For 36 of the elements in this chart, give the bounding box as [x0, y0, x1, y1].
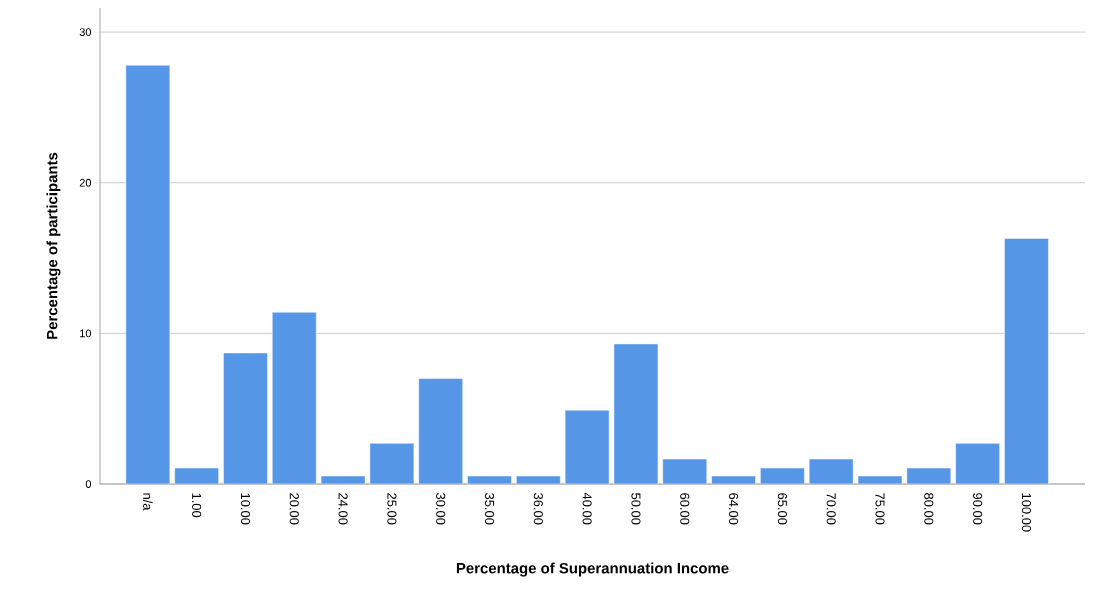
- x-tick-label: 50.00: [631, 493, 641, 525]
- y-tick-label: 30: [79, 28, 92, 36]
- bar: [613, 343, 659, 484]
- y-tick-label: 0: [85, 480, 92, 488]
- x-tick-label: 60.00: [680, 493, 690, 525]
- bar: [418, 378, 463, 484]
- x-tick-label: 36.00: [533, 493, 543, 525]
- x-tick-label: 20.00: [289, 493, 299, 525]
- y-tick-label: 20: [79, 178, 92, 187]
- x-tick-label: 100.00: [1021, 493, 1032, 532]
- x-tick-label: 1.00: [192, 493, 202, 518]
- x-tick-label: 30.00: [436, 493, 446, 525]
- x-tick-label: 35.00: [484, 493, 495, 525]
- x-tick-label: 64.00: [728, 493, 739, 525]
- x-tick-label: n/a: [143, 493, 153, 511]
- bar: [369, 443, 415, 484]
- bar: [662, 458, 708, 484]
- x-tick-label: 24.00: [338, 493, 348, 525]
- bar: [955, 443, 1000, 484]
- x-tick-label: 80.00: [924, 493, 934, 525]
- bar: [272, 312, 317, 484]
- x-axis-title: Percentage of Superannuation Income: [456, 562, 729, 577]
- x-tick-label: 25.00: [387, 493, 397, 525]
- bar: [125, 64, 171, 484]
- y-axis-title: Percentage of participants: [46, 152, 61, 339]
- bar: [223, 352, 268, 484]
- x-tick-label: 90.00: [973, 493, 983, 525]
- bar: [564, 409, 610, 484]
- y-tick-label: 10: [80, 329, 92, 338]
- x-tick-label: 75.00: [875, 493, 885, 525]
- x-tick-label: 40.00: [582, 492, 592, 525]
- bar: [1004, 238, 1049, 484]
- bar: [808, 458, 854, 484]
- x-tick-label: 70.00: [826, 493, 836, 525]
- x-tick-label: 65.00: [777, 493, 787, 525]
- x-tick-label: 10.00: [240, 493, 251, 525]
